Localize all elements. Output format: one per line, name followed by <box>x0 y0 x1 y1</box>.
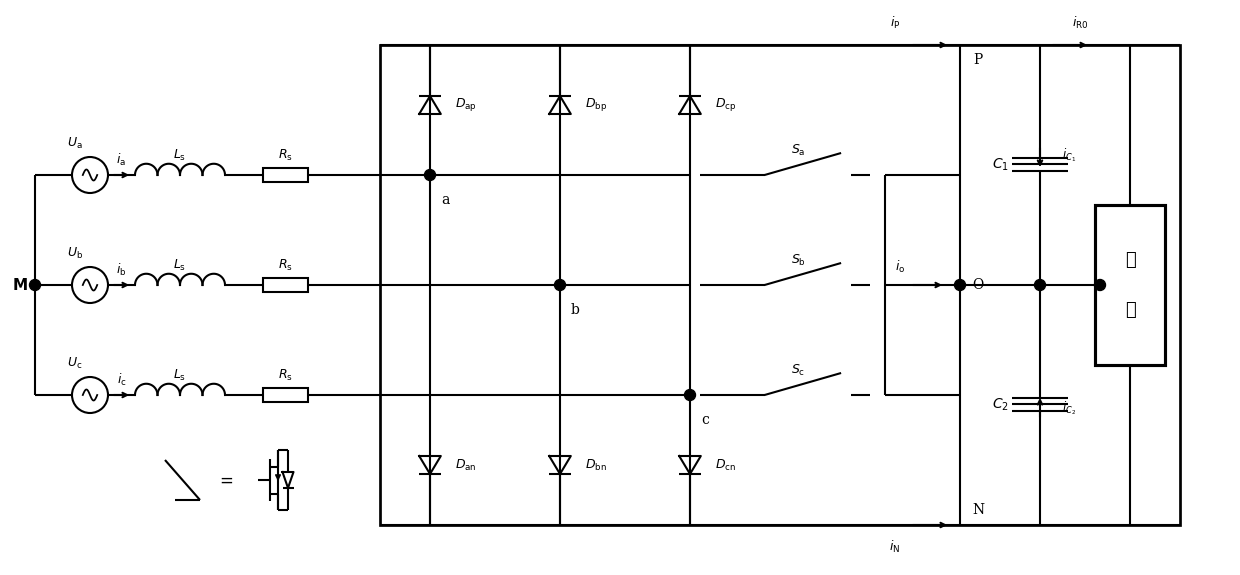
Bar <box>263 168 308 182</box>
Text: $C_1$: $C_1$ <box>992 157 1008 173</box>
Text: $i_{\rm R0}$: $i_{\rm R0}$ <box>1071 15 1089 31</box>
Text: $i_{\rm c}$: $i_{\rm c}$ <box>117 372 126 388</box>
Text: $R_{\rm s}$: $R_{\rm s}$ <box>278 147 293 163</box>
Text: $i_{\rm a}$: $i_{\rm a}$ <box>117 152 126 168</box>
Text: $i_{\rm b}$: $i_{\rm b}$ <box>117 262 126 278</box>
Circle shape <box>1034 279 1045 290</box>
Text: $D_{\rm an}$: $D_{\rm an}$ <box>455 458 476 473</box>
Circle shape <box>684 389 696 401</box>
Text: $i_{C_1}$: $i_{C_1}$ <box>1061 146 1076 164</box>
Text: $L_{\rm s}$: $L_{\rm s}$ <box>174 258 186 273</box>
Text: $D_{\rm cn}$: $D_{\rm cn}$ <box>715 458 737 473</box>
Text: 负: 负 <box>1125 251 1136 269</box>
Text: $D_{\rm cp}$: $D_{\rm cp}$ <box>715 97 737 113</box>
Text: $i_{C_2}$: $i_{C_2}$ <box>1061 399 1076 417</box>
Bar <box>263 388 308 402</box>
Text: $C_2$: $C_2$ <box>992 397 1008 413</box>
Circle shape <box>955 279 966 290</box>
Text: c: c <box>701 413 709 427</box>
Text: $=$: $=$ <box>216 472 233 489</box>
Text: $R_{\rm s}$: $R_{\rm s}$ <box>278 258 293 273</box>
Circle shape <box>424 170 435 181</box>
Text: $D_{\rm bp}$: $D_{\rm bp}$ <box>585 97 608 113</box>
Text: $S_{\rm a}$: $S_{\rm a}$ <box>791 143 806 158</box>
Text: O: O <box>972 278 983 292</box>
Text: b: b <box>570 303 579 317</box>
Text: 载: 载 <box>1125 301 1136 319</box>
Circle shape <box>1095 279 1106 290</box>
Text: $U_{\rm b}$: $U_{\rm b}$ <box>67 246 83 260</box>
Text: N: N <box>972 503 985 517</box>
Circle shape <box>30 279 41 290</box>
Text: $L_{\rm s}$: $L_{\rm s}$ <box>174 147 186 163</box>
Circle shape <box>554 279 565 290</box>
Text: $R_{\rm s}$: $R_{\rm s}$ <box>278 367 293 382</box>
Text: $S_{\rm b}$: $S_{\rm b}$ <box>791 252 806 267</box>
Text: $D_{\rm bn}$: $D_{\rm bn}$ <box>585 458 606 473</box>
Text: a: a <box>440 193 449 207</box>
Bar <box>263 278 308 292</box>
Text: $\mathbf{M}$: $\mathbf{M}$ <box>12 277 27 293</box>
Text: $U_{\rm c}$: $U_{\rm c}$ <box>67 355 83 370</box>
Bar <box>1095 205 1166 365</box>
Bar <box>379 45 1180 525</box>
Text: $i_{\rm P}$: $i_{\rm P}$ <box>890 15 900 31</box>
Text: P: P <box>973 53 982 67</box>
Text: $S_{\rm c}$: $S_{\rm c}$ <box>791 362 806 378</box>
Text: $U_{\rm a}$: $U_{\rm a}$ <box>67 136 83 151</box>
Text: $D_{\rm ap}$: $D_{\rm ap}$ <box>455 97 477 113</box>
Text: $i_{\rm o}$: $i_{\rm o}$ <box>895 259 905 275</box>
Text: $L_{\rm s}$: $L_{\rm s}$ <box>174 367 186 382</box>
Text: $i_{\rm N}$: $i_{\rm N}$ <box>889 539 900 555</box>
